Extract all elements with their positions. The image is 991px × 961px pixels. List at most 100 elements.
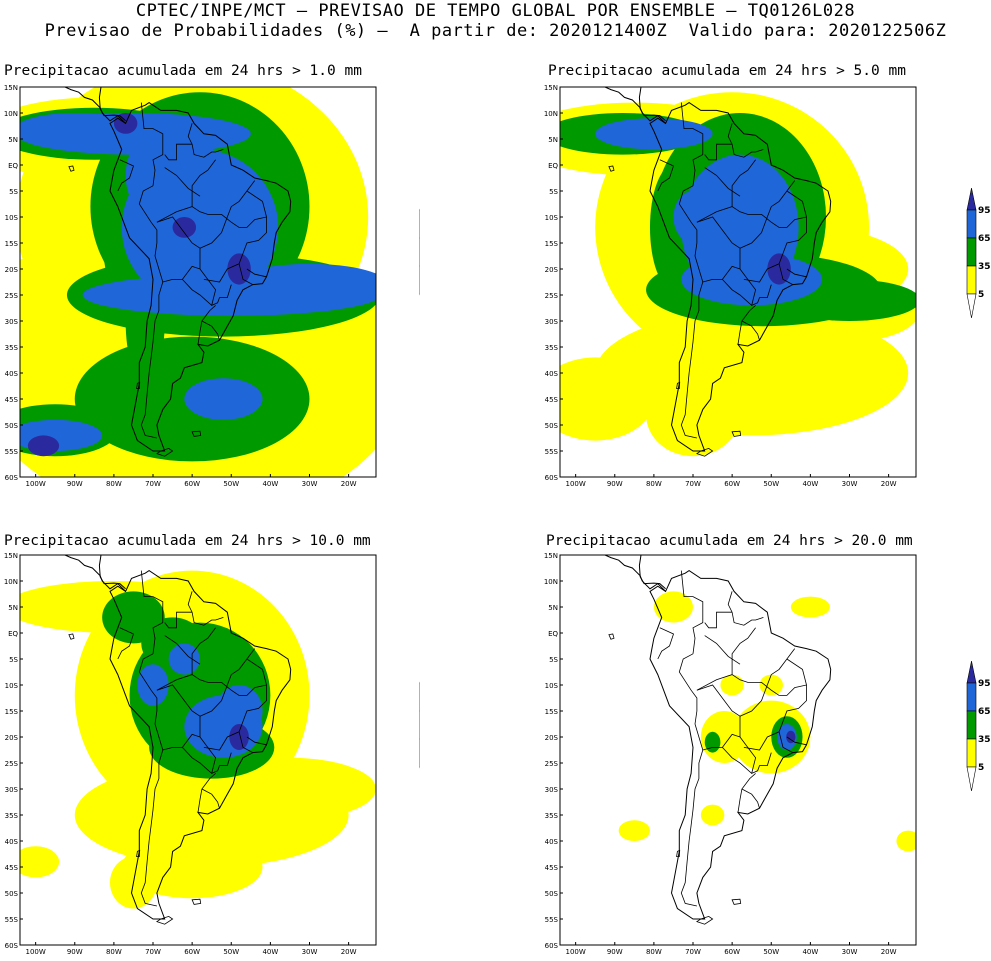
country-border — [211, 752, 232, 774]
lon-tick-label: 40W — [262, 480, 278, 488]
country-border — [704, 611, 733, 629]
country-border — [680, 570, 704, 654]
coastline — [649, 569, 832, 920]
lat-tick-label: 5N — [8, 136, 18, 144]
coastline — [604, 555, 666, 592]
lat-tick-label: 60S — [5, 942, 19, 950]
lat-tick-label: 30S — [545, 318, 559, 326]
lon-tick-label: 100W — [25, 480, 45, 488]
country-border — [140, 281, 164, 439]
country-border — [741, 788, 760, 809]
colorbar-legend: 95 65 35 5 — [966, 187, 991, 319]
lat-tick-label: 20S — [5, 266, 19, 274]
country-border — [696, 674, 780, 696]
lon-tick-label: 20W — [881, 948, 897, 956]
probability-area-yellow — [203, 757, 376, 821]
probability-area-navy — [172, 217, 197, 238]
island-outline — [136, 849, 141, 858]
probability-area-navy — [27, 435, 60, 457]
lat-tick-label: 55S — [545, 916, 559, 924]
lat-tick-label: 5N — [548, 136, 558, 144]
country-border — [238, 731, 253, 753]
probability-area-blue — [125, 123, 220, 228]
lon-tick-label: 70W — [685, 948, 701, 956]
probability-area-yellow — [896, 830, 916, 852]
probability-map: 15N 10N 5N EQ 5S 10S 15S 20S 25S 30S 35S 40S 45S 50S 5… — [544, 84, 991, 488]
lon-tick-label: 50W — [763, 480, 779, 488]
lat-tick-label: 55S — [545, 448, 559, 456]
lat-tick-label: 15N — [544, 84, 558, 92]
country-border — [164, 143, 193, 161]
colorbar-level-label: 35 — [978, 735, 991, 745]
colorbar-segment-yellow — [966, 738, 977, 768]
lon-tick-label: 40W — [262, 948, 278, 956]
lat-tick-label: 15S — [545, 240, 559, 248]
probability-area-yellow — [646, 373, 740, 457]
lat-tick-label: 10N — [4, 110, 18, 118]
lon-tick-label: 100W — [25, 948, 45, 956]
lon-tick-label: 60W — [724, 480, 740, 488]
country-border — [741, 320, 760, 341]
lat-tick-label: 10S — [545, 682, 559, 690]
country-border — [739, 180, 796, 249]
country-border — [164, 167, 201, 197]
colorbar-segment-green — [966, 710, 977, 740]
lon-tick-label: 20W — [341, 480, 357, 488]
lon-tick-label: 80W — [106, 948, 122, 956]
country-border — [779, 658, 807, 696]
lon-tick-label: 20W — [341, 948, 357, 956]
country-border — [203, 217, 267, 283]
country-border — [246, 736, 267, 746]
probability-area-green — [704, 731, 721, 753]
lon-tick-label: 40W — [802, 948, 818, 956]
colorbar-level-label: 65 — [978, 234, 991, 244]
island-outline — [695, 447, 714, 457]
country-border — [138, 185, 158, 257]
lon-tick-label: 30W — [842, 948, 858, 956]
lat-tick-label: 15S — [5, 240, 19, 248]
lon-tick-label: 40W — [802, 480, 818, 488]
lat-tick-label: 5N — [548, 604, 558, 612]
lat-tick-label: 10N — [4, 578, 18, 586]
colorbar-legend: 95 65 35 5 — [966, 660, 991, 792]
lon-tick-label: 50W — [223, 480, 239, 488]
probability-area-yellow — [653, 591, 694, 623]
lat-tick-label: 50S — [5, 422, 19, 430]
country-border — [164, 611, 193, 629]
lat-tick-label: 45S — [5, 864, 19, 872]
probability-map: 15N 10N 5N EQ 5S 10S 15S 20S 25S 30S 35S 40S 45S 50S 5… — [4, 552, 444, 956]
lon-tick-label: 90W — [67, 480, 83, 488]
lat-tick-label: 20S — [5, 734, 19, 742]
lon-tick-label: 50W — [763, 948, 779, 956]
lat-tick-label: 5S — [9, 188, 18, 196]
country-border — [731, 627, 756, 675]
coastline — [64, 555, 126, 592]
lat-tick-label: 40S — [545, 370, 559, 378]
lat-tick-label: 60S — [545, 942, 559, 950]
lat-tick-label: 25S — [545, 760, 559, 768]
country-border — [696, 206, 780, 228]
country-border — [140, 102, 164, 186]
probability-area-yellow — [790, 596, 830, 618]
lat-tick-label: 25S — [545, 292, 559, 300]
country-border — [751, 752, 772, 774]
probability-area-blue — [215, 685, 263, 737]
country-border — [156, 674, 240, 696]
colorbar-bottom-arrow — [966, 293, 977, 319]
probability-area-yellow — [20, 846, 60, 878]
country-border — [117, 627, 134, 660]
lat-tick-label: 10N — [544, 578, 558, 586]
lat-tick-label: 60S — [5, 474, 19, 482]
panel-title: Precipitacao acumulada em 24 hrs > 1.0 m… — [4, 63, 362, 79]
country-border — [187, 123, 224, 158]
map-panel-5mm: Precipitacao acumulada em 24 hrs > 5.0 m… — [540, 60, 991, 490]
panel-title: Precipitacao acumulada em 24 hrs > 5.0 m… — [548, 63, 906, 79]
lat-tick-label: 5N — [8, 604, 18, 612]
probability-area-blue — [595, 118, 713, 150]
colorbar-level-label: 95 — [978, 679, 991, 689]
map-frame — [559, 86, 917, 478]
country-border — [739, 648, 796, 717]
island-outline — [68, 165, 75, 172]
country-border — [182, 268, 217, 307]
country-border — [238, 263, 253, 285]
